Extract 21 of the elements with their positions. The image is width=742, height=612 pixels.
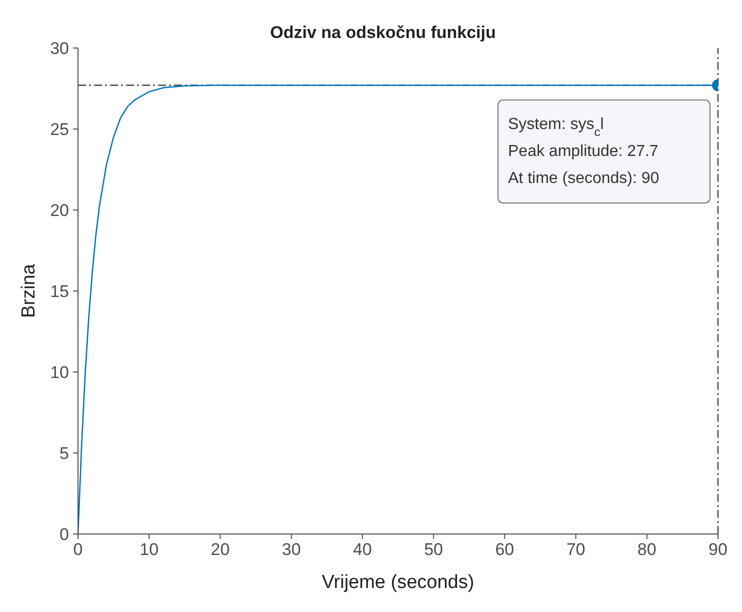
y-tick-label: 5 (60, 444, 69, 464)
x-tick-label: 30 (282, 540, 301, 560)
x-tick-label: 60 (495, 540, 514, 560)
annotation: System: sys$_{c}$l Peak amplitude: 27.7 At time (seconds): 90 (508, 116, 660, 187)
x-tick-label: 40 (352, 540, 372, 560)
x-tick-label: 80 (637, 540, 656, 560)
x-tick-label: 50 (424, 540, 444, 560)
chart-title: Odziv na odskočnu funkciju (270, 23, 496, 42)
x-axis-title: Vrijeme (seconds) (322, 572, 474, 593)
y-tick-label: 15 (50, 282, 69, 302)
x-tick-label: 70 (566, 540, 586, 560)
x-tick-label: 10 (140, 540, 159, 560)
x-tick-label: 0 (73, 540, 83, 560)
y-tick-label: 10 (50, 363, 69, 382)
x-tick-label: 90 (708, 540, 728, 560)
y-axis-title: Brzina (18, 264, 40, 318)
y-tick-label: 25 (50, 120, 69, 140)
y-tick-label: 0 (60, 525, 69, 544)
x-tick-label: 20 (210, 540, 230, 560)
y-tick-label: 30 (50, 39, 69, 58)
y-tick-label: 20 (50, 201, 69, 220)
